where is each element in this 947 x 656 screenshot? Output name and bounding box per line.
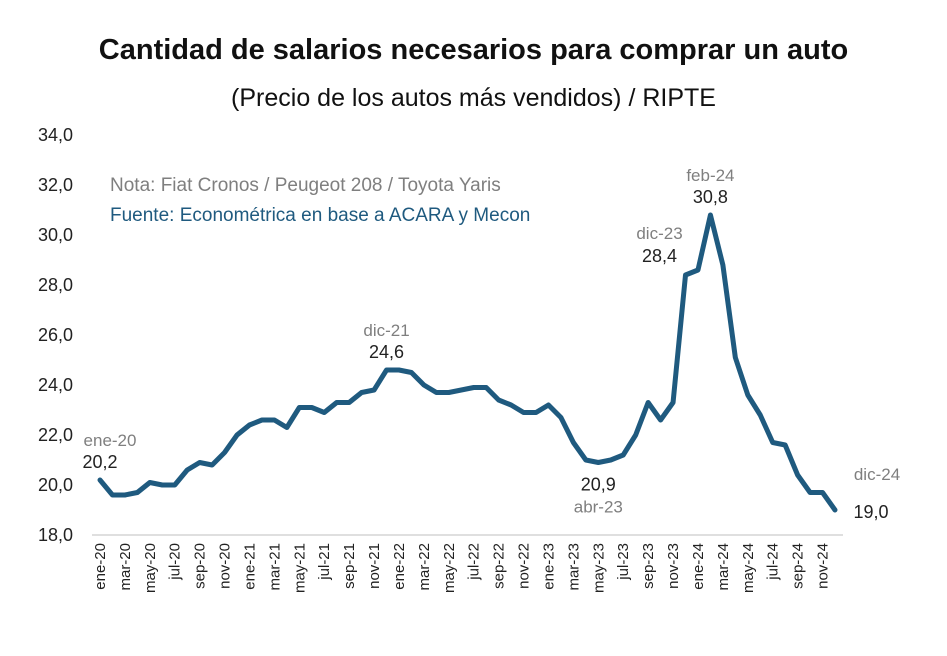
annotation-value: 19,0 — [853, 502, 888, 522]
chart-title: Cantidad de salarios necesarios para com… — [98, 34, 849, 66]
x-tick-label: may-21 — [291, 543, 308, 593]
annotation-value: 30,8 — [693, 187, 728, 207]
y-tick-label: 26,0 — [38, 325, 73, 345]
annotation-date: feb-24 — [686, 166, 734, 185]
chart-note: Nota: Fiat Cronos / Peugeot 208 / Toyota… — [110, 175, 501, 196]
annotation-date: abr-23 — [574, 498, 623, 517]
x-tick-label: ene-24 — [690, 543, 707, 590]
series-line — [97, 212, 838, 513]
x-tick-label: nov-20 — [217, 543, 234, 589]
y-tick-label: 22,0 — [38, 425, 73, 445]
x-tick-label: sep-20 — [192, 543, 209, 589]
x-tick-label: may-20 — [142, 543, 159, 593]
x-tick-label: jul-22 — [466, 543, 483, 581]
annotation-value: 24,6 — [369, 342, 404, 362]
chart-source: Fuente: Econométrica en base a ACARA y M… — [110, 205, 530, 226]
annotation-value: 20,2 — [82, 452, 117, 472]
annotation-date: dic-23 — [636, 224, 682, 243]
x-tick-label: mar-23 — [565, 543, 582, 591]
x-tick-label: sep-23 — [640, 543, 657, 589]
y-tick-label: 32,0 — [38, 175, 73, 195]
x-tick-label: mar-24 — [715, 543, 732, 591]
x-tick-label: mar-21 — [266, 543, 283, 591]
x-tick-label: ene-21 — [241, 543, 258, 590]
x-tick-label: jul-21 — [316, 543, 333, 581]
y-tick-label: 28,0 — [38, 275, 73, 295]
x-tick-label: ene-20 — [92, 543, 109, 590]
chart-subtitle: (Precio de los autos más vendidos) / RIP… — [231, 84, 716, 112]
x-tick-label: may-23 — [590, 543, 607, 593]
x-tick-label: ene-23 — [540, 543, 557, 590]
x-tick-label: nov-22 — [516, 543, 533, 589]
x-tick-label: may-24 — [740, 543, 757, 593]
x-tick-label: nov-23 — [665, 543, 682, 589]
x-tick-label: ene-22 — [391, 543, 408, 590]
x-tick-label: mar-20 — [117, 543, 134, 591]
annotation-date: ene-20 — [84, 431, 137, 450]
annotation-value: 28,4 — [642, 246, 677, 266]
x-tick-label: jul-23 — [615, 543, 632, 581]
x-tick-label: mar-22 — [416, 543, 433, 591]
x-tick-label: nov-21 — [366, 543, 383, 589]
annotation-date: dic-21 — [363, 321, 409, 340]
y-tick-label: 18,0 — [38, 525, 73, 545]
x-tick-label: may-22 — [441, 543, 458, 593]
x-tick-label: jul-24 — [765, 543, 782, 581]
x-tick-label: nov-24 — [815, 543, 832, 589]
x-tick-label: jul-20 — [167, 543, 184, 581]
y-tick-label: 30,0 — [38, 225, 73, 245]
y-tick-label: 34,0 — [38, 125, 73, 145]
x-tick-label: sep-22 — [491, 543, 508, 589]
y-tick-label: 20,0 — [38, 475, 73, 495]
y-tick-label: 24,0 — [38, 375, 73, 395]
annotation-date: dic-24 — [854, 465, 900, 484]
x-tick-label: sep-21 — [341, 543, 358, 589]
annotation-value: 20,9 — [581, 475, 616, 495]
x-tick-label: sep-24 — [790, 543, 807, 589]
